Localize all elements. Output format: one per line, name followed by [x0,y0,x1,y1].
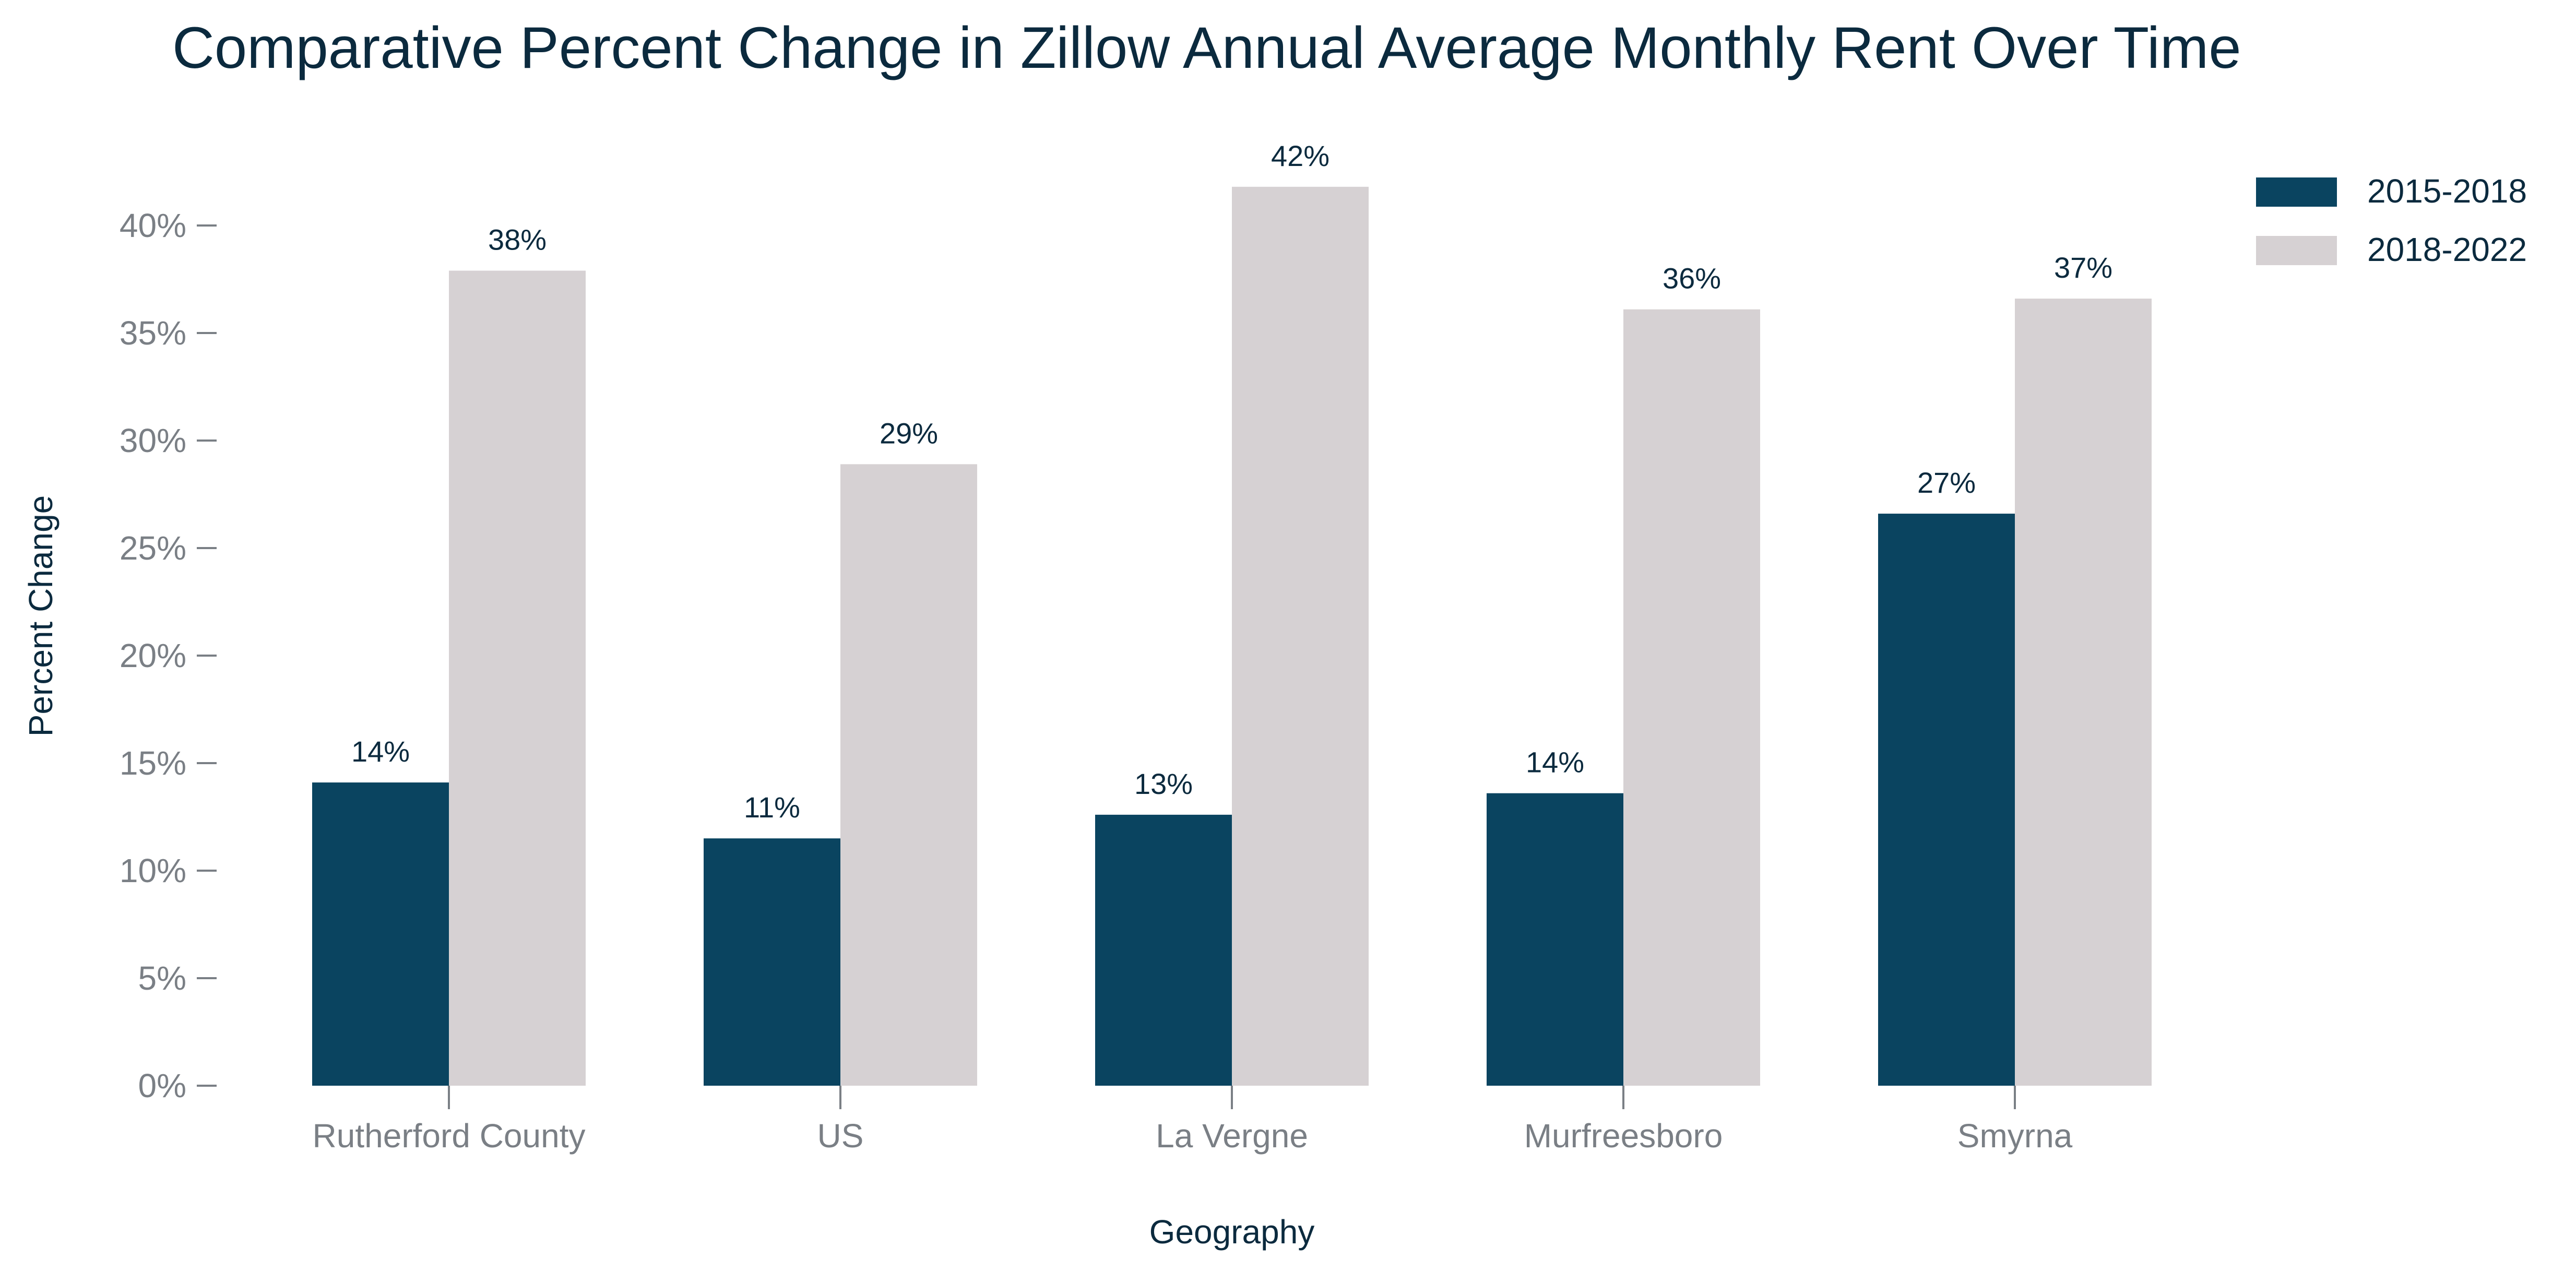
bar-2018-2022-us [840,464,977,1086]
legend-swatch [2256,236,2337,265]
y-tick-label: 5% [138,959,187,997]
bar-2018-2022-la-vergne [1232,186,1369,1086]
data-label: 38% [488,223,547,256]
bar-2018-2022-rutherford-county [449,270,586,1086]
x-axis: Rutherford County US La Vergne Murfreesboro… [313,1086,2073,1155]
x-tick-label: Smyrna [1957,1117,2073,1155]
y-tick-label: 0% [138,1067,187,1104]
data-label: 37% [2054,251,2112,284]
y-tick-label: 40% [120,207,186,244]
data-label: 36% [1663,262,1721,295]
y-tick-label: 35% [120,314,186,352]
y-tick-label: 25% [120,529,186,567]
data-label: 14% [1526,746,1584,779]
bar-2018-2022-smyrna [2015,299,2152,1086]
legend-swatch [2256,177,2337,207]
bar-2015-2018-rutherford-county [312,782,449,1086]
legend-label: 2015-2018 [2367,172,2527,210]
data-label: 13% [1134,767,1193,800]
data-label: 11% [744,791,800,824]
legend-label: 2018-2022 [2367,231,2527,268]
y-tick-label: 15% [120,744,186,782]
y-tick-label: 10% [120,852,186,889]
chart-title: Comparative Percent Change in Zillow Ann… [172,15,2241,80]
y-tick-label: 30% [120,422,186,459]
data-label: 29% [880,417,938,449]
data-label: 27% [1917,466,1976,499]
bar-2015-2018-la-vergne [1095,814,1232,1086]
y-tick-label: 20% [120,637,186,674]
data-labels: 14% 11% 13% 14% 27% 38% 29% 42% 36% 37% [351,139,2112,824]
x-tick-label: US [817,1117,864,1155]
bar-2015-2018-smyrna [1878,514,2015,1086]
bar-2015-2018-murfreesboro [1487,793,1623,1086]
data-label: 42% [1271,139,1329,172]
bar-2018-2022-murfreesboro [1623,309,1760,1086]
x-axis-title: Geography [1149,1213,1315,1251]
legend: 2015-2018 2018-2022 [2256,172,2527,268]
data-label: 14% [351,735,410,768]
bar-2015-2018-us [704,838,840,1086]
y-axis: 0% 5% 10% 15% 20% 25% 30% 35% 40% [120,207,217,1104]
x-tick-label: Rutherford County [313,1117,586,1155]
y-axis-title: Percent Change [22,495,60,737]
x-tick-label: Murfreesboro [1524,1117,1723,1155]
bars [312,186,2152,1086]
x-tick-label: La Vergne [1156,1117,1308,1155]
